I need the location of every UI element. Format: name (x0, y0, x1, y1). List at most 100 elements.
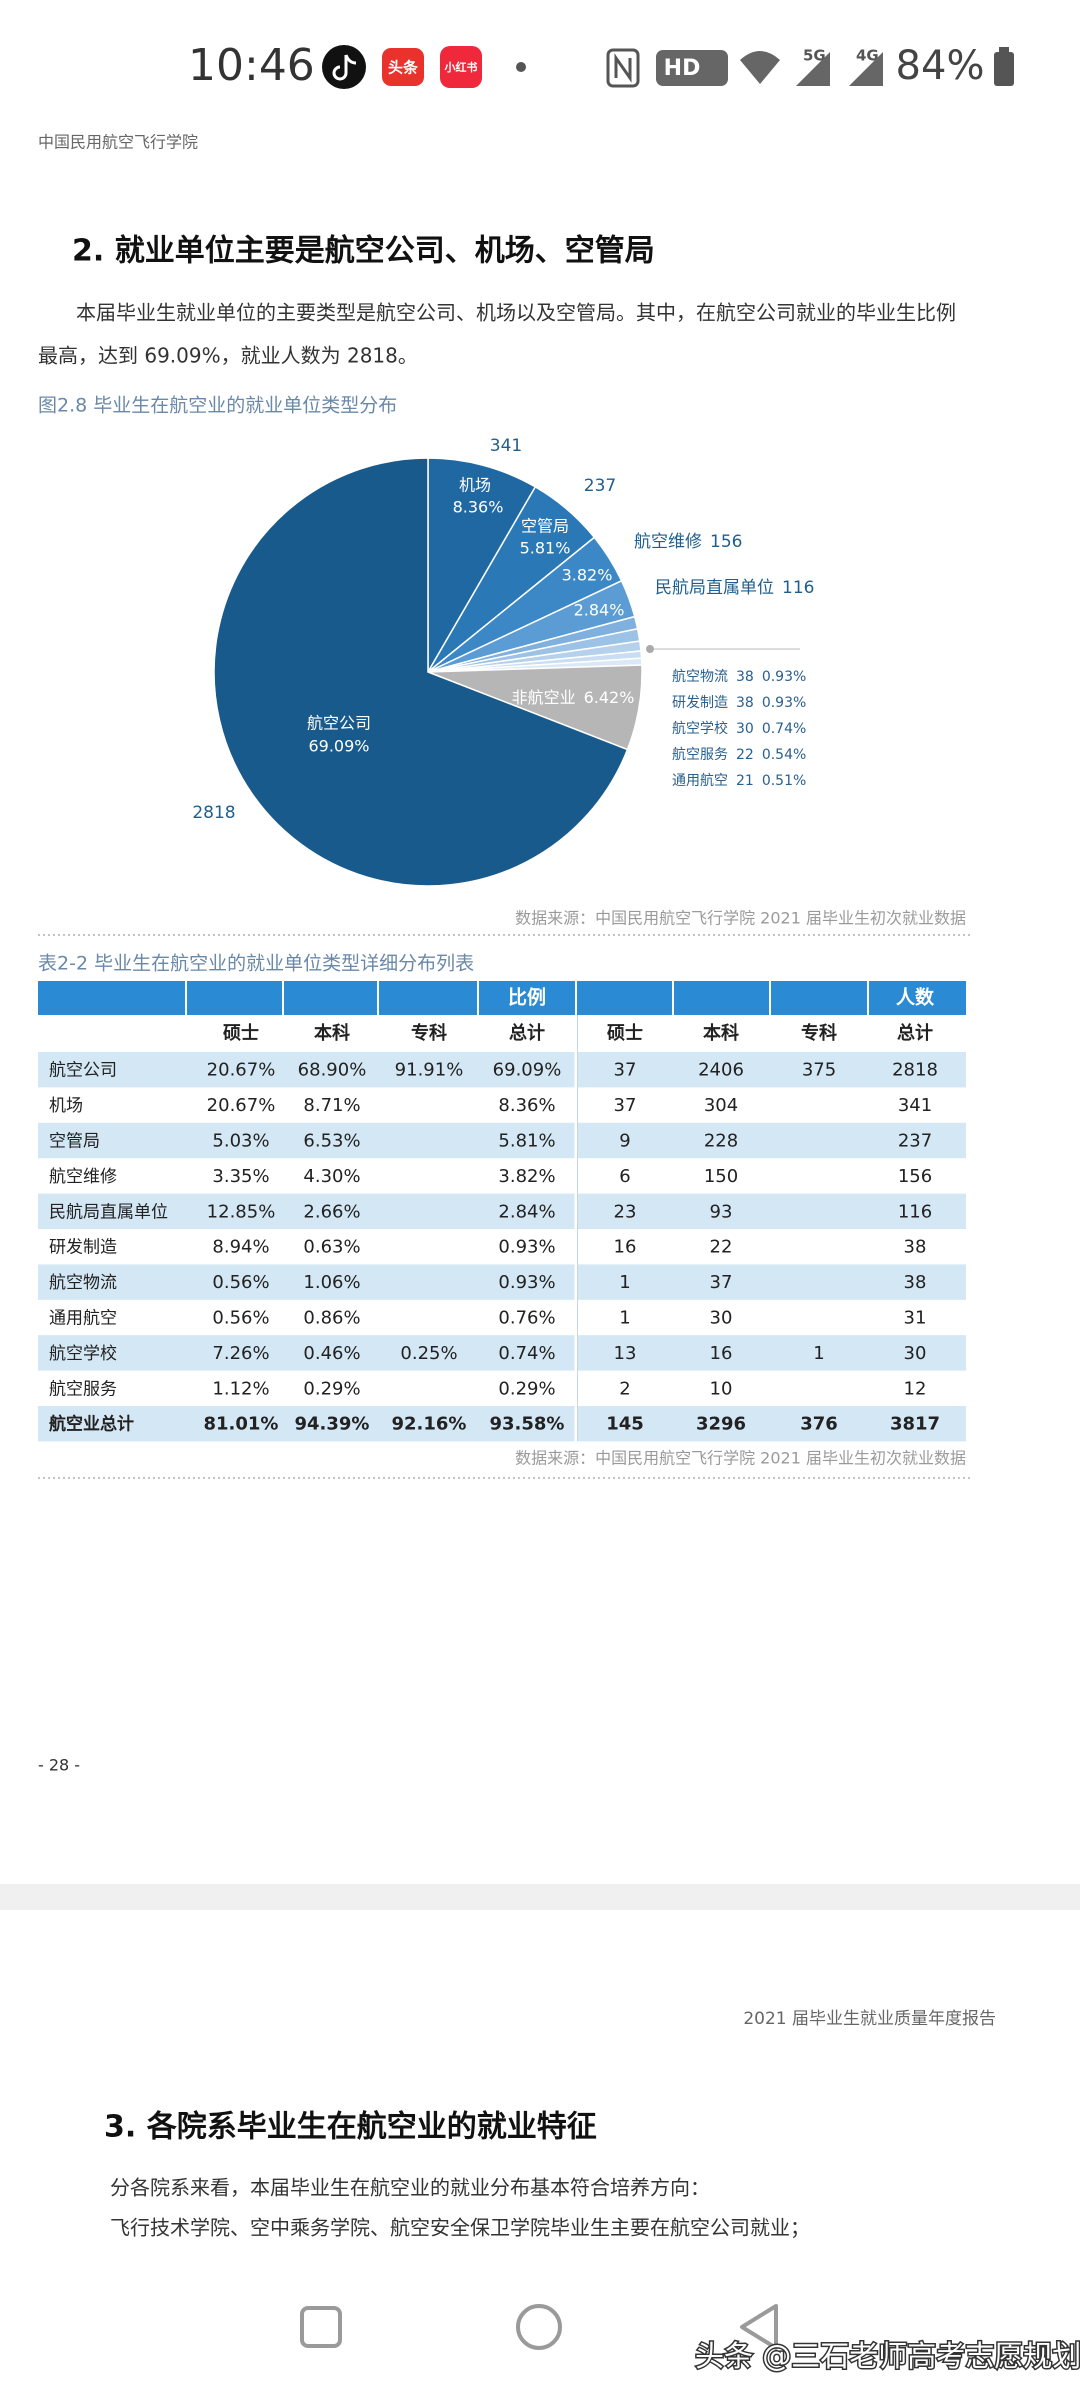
table-cell: 93.58% (490, 1414, 565, 1435)
table-cell: 1.12% (212, 1378, 269, 1399)
row-label: 航空业总计 (49, 1414, 134, 1435)
slice-name: 空管局 (521, 517, 569, 536)
section-title: 3. 各院系毕业生在航空业的就业特征 (104, 2110, 597, 2145)
table-cell: 37 (614, 1095, 637, 1116)
table-cell: 81.01% (204, 1414, 279, 1435)
page-gap (0, 1884, 1080, 1910)
table-cell: 150 (704, 1166, 738, 1187)
more-dot (516, 62, 526, 72)
table-cell: 2 (619, 1378, 630, 1399)
table-cell: 94.39% (295, 1414, 370, 1435)
app-icon (440, 46, 482, 88)
table-cell: 156 (898, 1166, 932, 1187)
row-background (38, 1406, 966, 1442)
page-number: - 28 - (38, 1756, 80, 1775)
slice-label: 非航空业 6.42% (512, 688, 635, 707)
table-cell: 0.29% (303, 1378, 360, 1399)
table-cell: 1.06% (303, 1272, 360, 1293)
battery-icon (994, 52, 1014, 86)
table-cell: 304 (704, 1095, 738, 1116)
table-cell: 0.93% (498, 1272, 555, 1293)
column-header: 本科 (703, 1022, 739, 1044)
table-cell: 376 (800, 1414, 838, 1435)
hd-label: HD (664, 56, 701, 81)
slice-label-part: 航空物流 (672, 669, 728, 685)
app-icon-label: 头条 (388, 59, 419, 77)
table-cell: 1 (619, 1308, 630, 1329)
table-cell: 6 (619, 1166, 630, 1187)
table-cell: 30 (710, 1308, 733, 1329)
paragraph-line: 本届毕业生就业单位的主要类型是航空公司、机场以及空管局。其中，在航空公司就业的毕… (76, 301, 956, 325)
column-header: 硕士 (607, 1023, 643, 1044)
slice-label-part: 0.93% (762, 669, 806, 685)
table-cell: 2818 (892, 1060, 938, 1081)
table-cell: 91.91% (395, 1060, 464, 1081)
slice-label-part: 非航空业 (512, 688, 576, 707)
group-header: 人数 (896, 986, 935, 1009)
app-icon-label: 小红书 (444, 60, 478, 74)
slice-label-part: 研发制造 (672, 695, 728, 711)
row-background (38, 1335, 966, 1371)
paragraph-line: 最高，达到 69.09%，就业人数为 2818。 (38, 344, 418, 368)
slice-label-part: 航空学校 (672, 720, 728, 737)
network-label: 5G (803, 47, 826, 65)
slice-label: 航空学校 30 0.74% (672, 720, 806, 737)
signal-icon (849, 52, 883, 86)
table-cell: 92.16% (392, 1414, 467, 1435)
slice-label: 航空物流 38 0.93% (672, 669, 806, 685)
table-cell: 8.36% (498, 1095, 555, 1116)
table-cell: 0.56% (212, 1308, 269, 1329)
row-background (38, 1052, 966, 1088)
table-cell: 0.46% (303, 1343, 360, 1364)
leader-dot (646, 645, 654, 653)
recent-apps-button[interactable] (300, 2306, 342, 2348)
table-cell: 1 (813, 1343, 824, 1364)
column-header: 专科 (801, 1022, 837, 1044)
app-icon (382, 48, 424, 86)
slice-label-part: 30 (736, 721, 754, 737)
table-cell: 116 (898, 1201, 932, 1222)
slice-label: 民航局直属单位 116 (655, 578, 814, 598)
table-caption: 表2-2 毕业生在航空业的就业单位类型详细分布列表 (38, 953, 474, 975)
table-cell: 341 (898, 1095, 932, 1116)
column-header: 总计 (509, 1022, 545, 1044)
slice-label-part: 21 (736, 773, 754, 789)
slice-label-part: 航空服务 (672, 747, 728, 763)
table-cell: 0.29% (498, 1378, 555, 1399)
table-cell: 2406 (698, 1060, 744, 1081)
table-cell: 228 (704, 1131, 738, 1152)
table-cell: 3296 (696, 1414, 746, 1435)
column-header: 本科 (314, 1022, 350, 1044)
table-cell: 37 (710, 1272, 733, 1293)
app-icon (322, 45, 366, 89)
home-button[interactable] (516, 2304, 562, 2350)
nfc-glyph (614, 53, 632, 83)
watermark: 头条 @三石老师高考志愿规划 (695, 2339, 1080, 2373)
table-cell: 37 (614, 1060, 637, 1081)
slice-label-part: 通用航空 (672, 773, 728, 789)
row-label: 航空公司 (49, 1061, 117, 1081)
slice-label: 航空维修 156 (634, 532, 742, 552)
figure-caption: 图2.8 毕业生在航空业的就业单位类型分布 (38, 395, 397, 417)
table-cell: 5.81% (498, 1131, 555, 1152)
slice-count: 237 (584, 476, 616, 496)
table-cell: 12.85% (207, 1201, 276, 1222)
pie-slice (427, 457, 537, 675)
column-header: 专科 (411, 1022, 447, 1044)
nfc-icon (606, 48, 640, 88)
table-cell: 10 (710, 1378, 733, 1399)
slice-label: 航空服务 22 0.54% (672, 747, 806, 763)
back-button[interactable] (740, 2304, 778, 2350)
table-source: 数据来源：中国民用航空飞行学院 2021 届毕业生初次就业数据 (515, 1449, 966, 1468)
slice-label-part: 民航局直属单位 (655, 578, 774, 598)
slice-label-part: 0.74% (762, 721, 806, 737)
table-cell: 16 (614, 1237, 637, 1258)
table-cell: 13 (614, 1343, 637, 1364)
slice-label-part: 156 (710, 532, 742, 552)
table-cell: 20.67% (207, 1060, 276, 1081)
slice-label-part: 0.54% (762, 747, 806, 763)
slice-percent: 8.36% (453, 498, 504, 517)
row-label: 航空服务 (49, 1379, 117, 1399)
slice-count: 2818 (192, 803, 235, 823)
